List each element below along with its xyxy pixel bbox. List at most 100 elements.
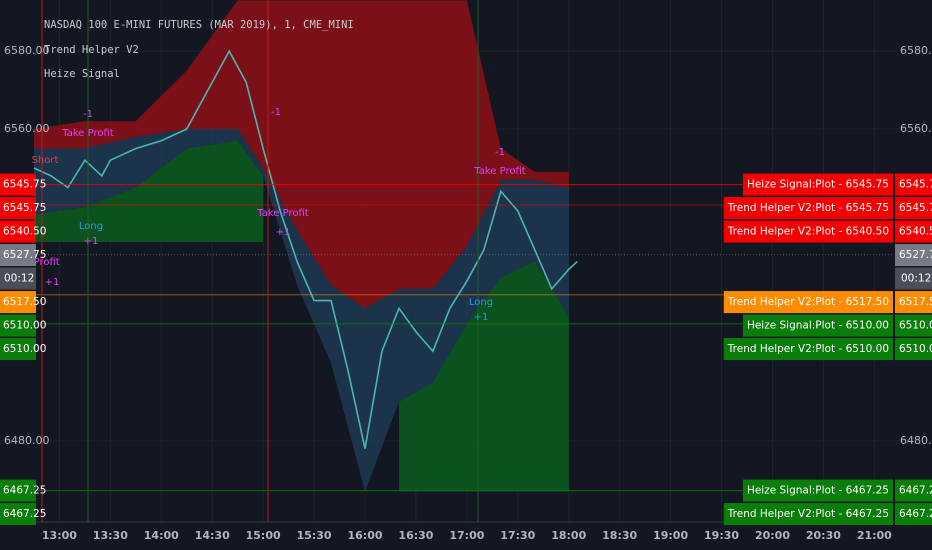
price-tag-label: 6467.25 xyxy=(3,485,46,497)
signal-annotation: -1 xyxy=(271,107,281,118)
x-tick-label: 16:30 xyxy=(398,529,433,542)
price-tag xyxy=(0,220,36,243)
x-tick-label: 14:30 xyxy=(195,529,230,542)
signal-annotation: +1 xyxy=(84,236,99,247)
signal-annotation: +1 xyxy=(474,312,489,323)
price-tag-label: 6517.50 xyxy=(3,296,46,308)
price-tag-label: 6467.25 xyxy=(3,508,46,520)
signal-annotation: Long xyxy=(469,297,493,308)
price-tag-label: 6510.00 xyxy=(3,343,46,355)
plot-tag-label: Trend Helper V2:Plot - 6467.25 xyxy=(727,508,889,520)
plot-tag xyxy=(723,338,893,361)
x-tick-label: 15:00 xyxy=(246,529,281,542)
price-tag-label: 6510.00 xyxy=(3,320,46,332)
signal-annotation: Take Profit xyxy=(256,208,309,219)
price-tag-label: 6545.75 xyxy=(3,202,46,214)
x-tick-label: 20:30 xyxy=(806,529,841,542)
price-tag-label: 6540.50 xyxy=(3,226,46,238)
x-tick-label: 17:00 xyxy=(449,529,484,542)
countdown-tag xyxy=(895,267,932,290)
signal-annotation: Short xyxy=(32,155,59,166)
price-tag xyxy=(895,479,932,502)
countdown-label: 00:12 xyxy=(901,273,931,285)
x-tick-label: 18:30 xyxy=(602,529,637,542)
price-line xyxy=(33,49,578,449)
plot-tag-label: Heize Signal:Plot - 6545.75 xyxy=(747,179,889,191)
x-tick-label: 17:30 xyxy=(500,529,535,542)
x-tick-label: 16:00 xyxy=(348,529,383,542)
price-tag-label: 6510.00 xyxy=(899,320,932,332)
x-tick-label: 19:00 xyxy=(653,529,688,542)
price-tag-label: 6545.75 xyxy=(899,179,932,191)
price-tag xyxy=(0,173,36,196)
price-tag xyxy=(0,291,36,314)
y-tick-label: 6580.00 xyxy=(900,44,932,57)
signal-annotation: Take Profit xyxy=(473,166,526,177)
y-tick-label: 6480.00 xyxy=(900,434,932,447)
x-tick-label: 13:00 xyxy=(42,529,77,542)
price-tag-label: 6545.75 xyxy=(899,202,932,214)
x-tick-label: 19:30 xyxy=(704,529,739,542)
signal-annotation: -1 xyxy=(83,109,93,120)
x-tick-label: 15:30 xyxy=(297,529,332,542)
price-tag xyxy=(895,173,932,196)
plot-tag xyxy=(723,197,893,220)
x-tick-label: 18:00 xyxy=(551,529,586,542)
price-tag xyxy=(0,503,36,526)
plot-tag-label: Trend Helper V2:Plot - 6545.75 xyxy=(727,202,889,214)
band-area xyxy=(33,129,569,492)
countdown-tag xyxy=(0,267,36,290)
price-tag xyxy=(895,220,932,243)
plot-tag-label: Trend Helper V2:Plot - 6517.50 xyxy=(727,296,889,308)
price-tag xyxy=(0,479,36,502)
x-tick-label: 14:00 xyxy=(144,529,179,542)
last-price-tag xyxy=(0,244,36,267)
plot-tag-label: Heize Signal:Plot - 6467.25 xyxy=(747,485,889,497)
price-tag-label: 6510.00 xyxy=(899,343,932,355)
plot-tag xyxy=(723,291,893,314)
plot-tag xyxy=(723,220,893,243)
plot-tag xyxy=(723,503,893,526)
price-tag-label: 6467.25 xyxy=(899,485,932,497)
band-area xyxy=(33,140,264,243)
x-axis xyxy=(0,522,932,550)
price-tag xyxy=(0,338,36,361)
price-tags: 6545.75 6545.75 Heize Signal:Plot - 6545.7… xyxy=(0,173,932,526)
indicator-label: Heize Signal xyxy=(44,68,120,80)
price-tag xyxy=(895,314,932,337)
price-tag xyxy=(895,291,932,314)
x-tick-label: 20:00 xyxy=(755,529,790,542)
price-tag xyxy=(895,197,932,220)
signal-annotation: +1 xyxy=(45,277,60,288)
plot-tag-label: Trend Helper V2:Plot - 6540.50 xyxy=(727,226,889,238)
indicator-label: Trend Helper V2 xyxy=(44,44,139,56)
x-tick-label: 21:00 xyxy=(857,529,892,542)
annotations: Short -1 Take Profit Long +1 Take Profit +1 -1 T… xyxy=(7,107,526,323)
price-tag-label: 6517.50 xyxy=(899,296,932,308)
signal-annotation: +1 xyxy=(276,227,291,238)
price-tag-label: 6467.25 xyxy=(899,508,932,520)
price-tag xyxy=(895,503,932,526)
countdown-label: 00:12 xyxy=(4,273,34,285)
price-tag xyxy=(0,314,36,337)
signal-annotation: -1 xyxy=(495,147,505,158)
last-price-label: 6527.75 xyxy=(899,249,932,261)
price-tag-label: 6540.50 xyxy=(899,226,932,238)
price-tag xyxy=(0,197,36,220)
plot-area xyxy=(0,0,893,492)
signal-annotation: Take Profit xyxy=(61,128,114,139)
price-tag-label: 6545.75 xyxy=(3,179,46,191)
y-tick-label: 6580.00 xyxy=(4,44,50,57)
y-tick-label: 6560.00 xyxy=(900,122,932,135)
plot-tag xyxy=(742,173,893,196)
plot-tag-label: Heize Signal:Plot - 6510.00 xyxy=(747,320,889,332)
plot-tag-label: Trend Helper V2:Plot - 6510.00 xyxy=(727,343,889,355)
plot-tag xyxy=(742,479,893,502)
last-price-label: 6527.75 xyxy=(3,249,46,261)
price-tag xyxy=(895,338,932,361)
band-area xyxy=(33,0,569,309)
signal-annotation: Long xyxy=(79,221,103,232)
last-price-tag xyxy=(895,244,932,267)
chart-title: NASDAQ 100 E-MINI FUTURES (MAR 2019), 1,… xyxy=(44,19,354,31)
